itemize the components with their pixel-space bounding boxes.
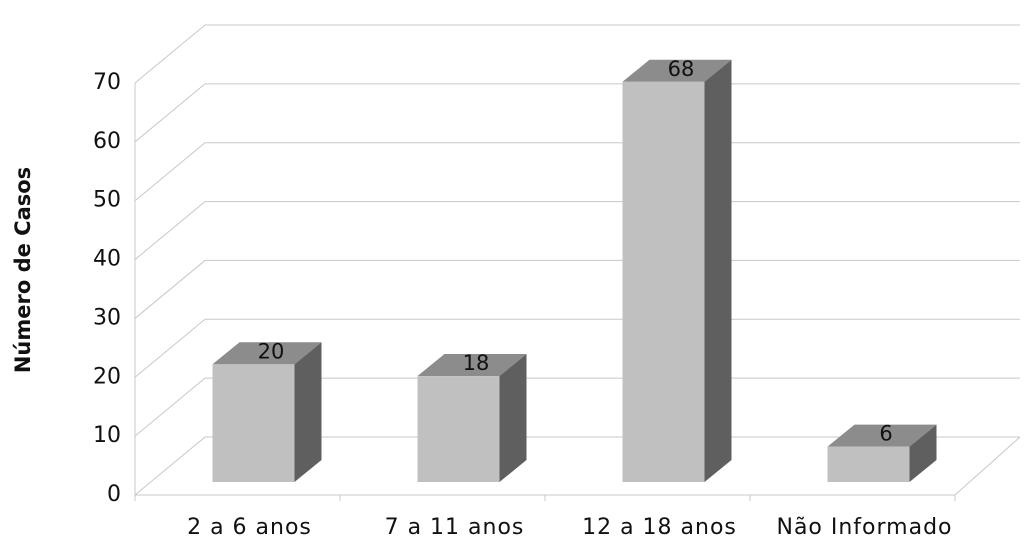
bar-top [827,424,937,447]
y-tick-label: 10 [93,423,121,448]
bar [827,446,910,482]
grid-line [134,83,1020,143]
bar-side [294,342,322,482]
y-tick-label: 70 [93,70,121,95]
y-tick-label: 60 [93,129,121,154]
x-tick-label: 12 a 18 anos [582,515,737,540]
grid-line [134,259,1020,319]
x-tick-label: 2 a 6 anos [187,515,312,540]
y-tick-label: 50 [93,188,121,213]
bar-top [417,354,527,377]
bar [622,81,705,483]
bar-top [212,342,322,365]
data-label: 20 [258,339,285,363]
y-tick-label: 0 [107,482,121,507]
y-tick-label: 40 [93,247,121,272]
y-tick-label: 30 [93,305,121,330]
bar [212,364,295,482]
grid-line [134,318,1020,378]
bar-side [909,424,937,482]
grid-line [134,24,1020,84]
bar-top [622,59,732,82]
grid-line [134,142,1020,202]
data-label: 68 [668,57,695,81]
data-label: 6 [879,422,892,446]
bar-side [499,354,527,482]
data-label: 18 [463,351,490,375]
bar-side [704,59,732,483]
grid-line [134,201,1020,260]
y-tick-label: 20 [93,364,121,389]
x-tick-label: Não Informado [776,515,952,540]
floor-right [954,436,1021,496]
bar [417,376,500,482]
y-axis-label: Número de Casos [11,167,35,373]
grid-line [134,436,1020,496]
x-tick-label: 7 a 11 anos [385,515,525,540]
grid-line [134,377,1020,437]
